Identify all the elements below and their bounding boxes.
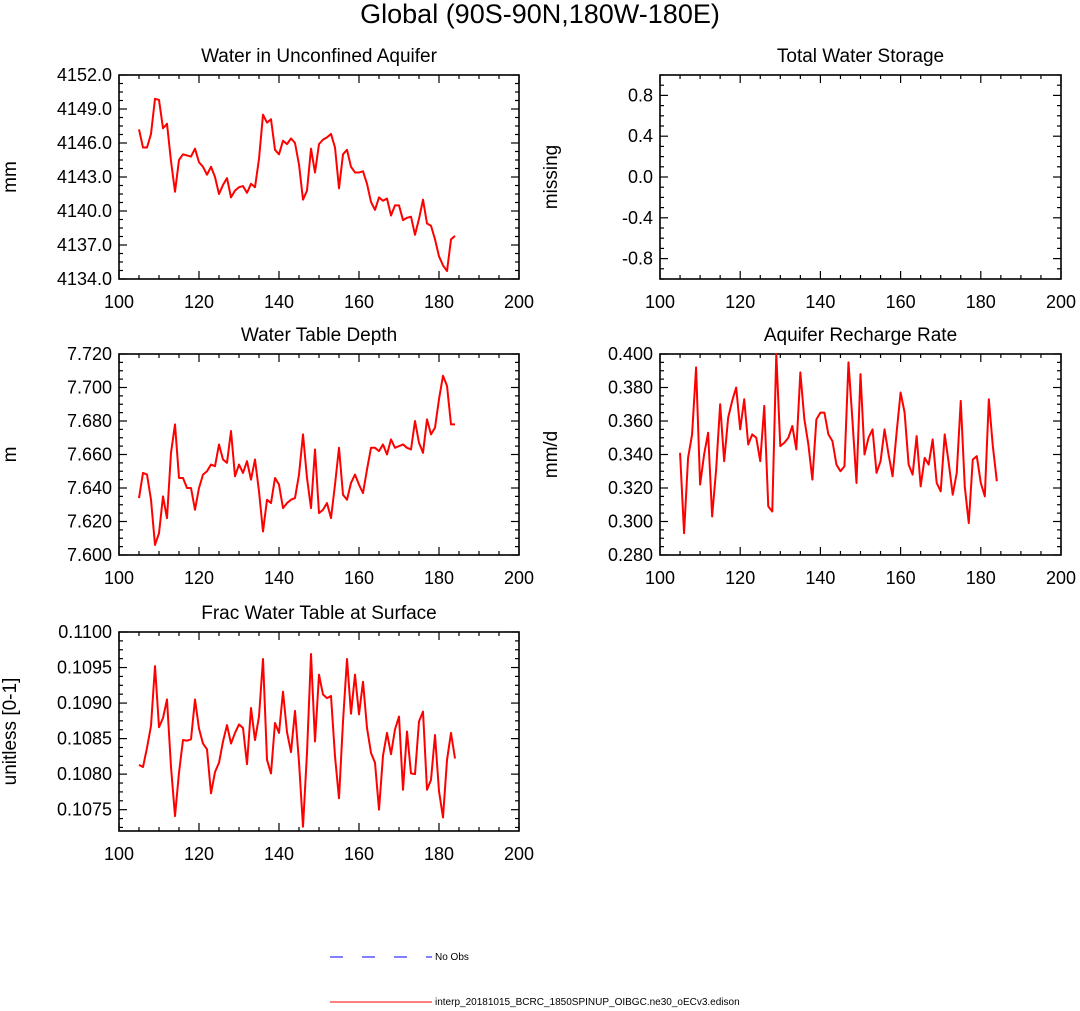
y-tick-label: 0.280 [608,545,653,565]
x-tick-label: 120 [184,844,214,864]
x-tick-label: 140 [264,844,294,864]
legend-obs-label: No Obs [435,952,469,963]
panel-3: Water Table Depth m 100 120 140 160 180 200 7.60… [0,325,534,588]
panel-2: Total Water Storage missing 100 120 140 160 18… [541,46,1076,312]
series-line [679,353,998,535]
plot-frame [659,74,1062,280]
y-tick-label: 4149.0 [57,99,112,119]
legend-model-label: interp_20181015_BCRC_1850SPINUP_OIBGC.ne… [435,997,740,1008]
y-tick-label: 0.8 [628,85,653,105]
y-tick-label: 0.320 [608,478,653,498]
y-tick-label: 4146.0 [57,133,112,153]
y-tick-label: 0.340 [608,445,653,465]
x-tick-label: 180 [966,568,996,588]
panel-1: Water in Unconfined Aquifer mm 100 120 140 16… [0,46,534,312]
y-tick-label: 7.700 [67,378,112,398]
y-axis-label: missing [541,145,562,209]
y-tick-label: 0.360 [608,411,653,431]
y-tick-label: -0.8 [622,249,653,269]
panel-4: Aquifer Recharge Rate mm/d 100 120 140 160 180… [541,325,1076,588]
y-tick-label: 4140.0 [57,201,112,221]
legend: No Obs interp_20181015_BCRC_1850SPINUP_O… [330,952,740,1008]
y-tick-label: 0.1100 [58,622,112,642]
y-tick-label: 7.680 [67,411,112,431]
y-tick-label: 7.640 [67,478,112,498]
x-tick-label: 100 [645,568,675,588]
panel-5: Frac Water Table at Surface unitless [0-1… [0,603,534,864]
x-tick-label: 180 [966,292,996,312]
panel-title: Frac Water Table at Surface [201,603,437,624]
x-tick-label: 160 [886,568,916,588]
x-tick-label: 160 [344,568,374,588]
panels: Water in Unconfined Aquifer mm 100 120 140 16… [0,46,1076,864]
y-axis-label: m [0,447,21,463]
x-tick-label: 200 [504,844,534,864]
x-tick-label: 180 [424,568,454,588]
x-tick-label: 120 [184,568,214,588]
x-tick-label: 200 [1046,568,1076,588]
x-tick-label: 120 [725,292,755,312]
x-tick-label: 140 [264,568,294,588]
y-tick-label: 4152.0 [57,65,112,85]
x-tick-label: 180 [424,292,454,312]
y-tick-label: 0.300 [608,512,653,532]
y-tick-label: 0.4 [628,126,653,146]
y-tick-label: 4143.0 [57,167,112,187]
y-axis-label: mm/d [541,431,562,479]
y-tick-label: 7.620 [67,512,112,532]
y-tick-label: 7.660 [67,445,112,465]
y-tick-label: 0.380 [608,378,653,398]
series-line [138,374,455,546]
x-tick-label: 140 [805,292,835,312]
x-tick-label: 120 [184,292,214,312]
y-tick-label: 0.1080 [57,764,112,784]
x-tick-label: 160 [344,844,374,864]
panel-title: Aquifer Recharge Rate [764,325,957,346]
y-tick-label: 4134.0 [57,269,112,289]
x-tick-label: 140 [805,568,835,588]
x-tick-label: 200 [504,292,534,312]
x-tick-label: 100 [104,844,134,864]
x-tick-label: 100 [645,292,675,312]
x-tick-label: 100 [104,568,134,588]
panel-title: Water in Unconfined Aquifer [201,46,438,67]
panel-title: Total Water Storage [777,46,944,67]
figure-title: Global (90S-90N,180W-180E) [360,0,720,29]
x-tick-label: 160 [886,292,916,312]
y-tick-label: 0.1090 [57,693,112,713]
plot-frame [118,74,520,280]
series-line [138,653,456,828]
plot-frame [118,631,520,832]
y-tick-label: 0.1085 [57,729,112,749]
y-tick-label: 7.600 [67,545,112,565]
x-tick-label: 140 [264,292,294,312]
y-tick-label: 0.1095 [57,658,112,678]
series-line [138,97,456,273]
x-tick-label: 200 [1046,292,1076,312]
x-tick-label: 160 [344,292,374,312]
panel-title: Water Table Depth [241,325,397,346]
plot-frame [118,353,520,556]
y-tick-label: 7.720 [67,344,112,364]
y-tick-label: 0.400 [608,344,653,364]
x-tick-label: 200 [504,568,534,588]
y-tick-label: 0.1075 [57,800,112,820]
x-tick-label: 120 [725,568,755,588]
y-tick-label: -0.4 [622,208,653,228]
x-tick-label: 100 [104,292,134,312]
x-tick-label: 180 [424,844,454,864]
y-tick-label: 0.0 [628,167,653,187]
y-tick-label: 4137.0 [57,235,112,255]
y-axis-label: mm [0,161,21,193]
y-axis-label: unitless [0-1] [0,678,21,786]
